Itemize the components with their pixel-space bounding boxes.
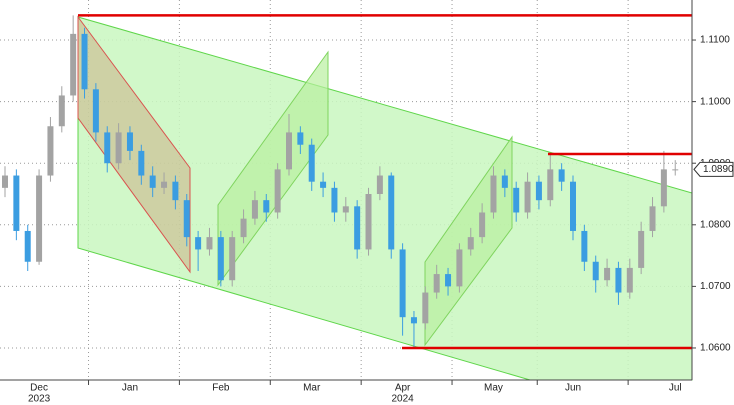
candle-body bbox=[365, 194, 372, 250]
candle-body bbox=[286, 132, 292, 170]
candle-body bbox=[240, 218, 247, 238]
bear-channel bbox=[77, 15, 191, 274]
candle-body bbox=[36, 175, 43, 262]
y-tick-label: 1.1100 bbox=[700, 35, 730, 46]
candle-body bbox=[115, 132, 122, 164]
candle-body bbox=[104, 132, 111, 164]
candle-body bbox=[92, 89, 99, 133]
candle-body bbox=[581, 230, 588, 262]
candle-body bbox=[410, 317, 417, 324]
candle-body bbox=[58, 95, 65, 127]
x-tick-label: Jun bbox=[565, 383, 581, 394]
candle-body bbox=[672, 169, 679, 171]
candle-body bbox=[592, 261, 599, 281]
candle-body bbox=[251, 200, 258, 219]
candle-body bbox=[524, 181, 531, 213]
candle-body bbox=[24, 230, 31, 262]
candle-body bbox=[445, 274, 452, 287]
last-price-label: 1.0890 bbox=[703, 164, 734, 175]
candle-body bbox=[206, 237, 213, 250]
candle-body bbox=[535, 181, 542, 201]
candle-body bbox=[376, 175, 383, 195]
candle-body bbox=[149, 175, 156, 188]
candle-body bbox=[217, 237, 224, 281]
x-tick-label: Feb bbox=[212, 383, 230, 394]
x-tick-label: Jan bbox=[122, 383, 138, 394]
data-layer bbox=[2, 14, 692, 350]
candle-body bbox=[490, 175, 497, 213]
x-tick-label: May bbox=[484, 383, 503, 394]
candle-body bbox=[126, 132, 133, 151]
x-tick-label: Mar bbox=[303, 383, 321, 394]
candle-body bbox=[308, 144, 315, 182]
x-tick-label: Apr bbox=[395, 383, 411, 394]
candle-body bbox=[433, 274, 440, 293]
candle-body bbox=[195, 237, 202, 250]
candle-body bbox=[388, 175, 395, 250]
candle-body bbox=[660, 169, 667, 207]
candle-body bbox=[2, 175, 8, 188]
candle-body bbox=[604, 267, 611, 281]
y-tick-label: 1.0700 bbox=[700, 281, 731, 292]
y-tick-label: 1.0800 bbox=[700, 219, 731, 230]
candle-body bbox=[263, 200, 270, 213]
candle-body bbox=[183, 200, 190, 238]
candle-body bbox=[172, 181, 179, 201]
candle-body bbox=[354, 206, 361, 250]
candle-body bbox=[422, 292, 429, 324]
candle-body bbox=[456, 249, 463, 287]
y-tick-label: 1.1000 bbox=[700, 96, 731, 107]
candle-body bbox=[547, 169, 554, 201]
candle-body bbox=[501, 175, 508, 188]
last-price-tag bbox=[693, 161, 734, 177]
candle-body bbox=[274, 169, 281, 213]
candle-body bbox=[13, 175, 20, 231]
candle-body bbox=[570, 181, 576, 231]
candle-body bbox=[70, 33, 77, 96]
candle-body bbox=[161, 181, 168, 188]
candle-body bbox=[513, 187, 520, 213]
candle-body bbox=[81, 33, 88, 90]
candle-body bbox=[626, 267, 633, 293]
candle-body bbox=[467, 237, 474, 250]
candle-body bbox=[47, 126, 54, 176]
candle-body bbox=[138, 150, 145, 176]
year-label: 2023 bbox=[28, 394, 51, 405]
candle-body bbox=[229, 237, 236, 281]
candle-body bbox=[331, 187, 338, 213]
candle-body bbox=[638, 230, 645, 268]
x-tick-label: Dec bbox=[30, 383, 48, 394]
x-tick-label: Jul bbox=[669, 383, 682, 394]
candle-body bbox=[649, 206, 656, 231]
candle-body bbox=[320, 181, 327, 188]
candle-body bbox=[297, 132, 304, 145]
candle-body bbox=[615, 267, 622, 293]
candle-body bbox=[558, 169, 565, 182]
candle-body bbox=[399, 249, 406, 318]
candle-body bbox=[342, 206, 349, 213]
y-tick-label: 1.0600 bbox=[700, 343, 731, 354]
year-label: 2024 bbox=[391, 394, 414, 405]
candle-body bbox=[479, 212, 486, 238]
